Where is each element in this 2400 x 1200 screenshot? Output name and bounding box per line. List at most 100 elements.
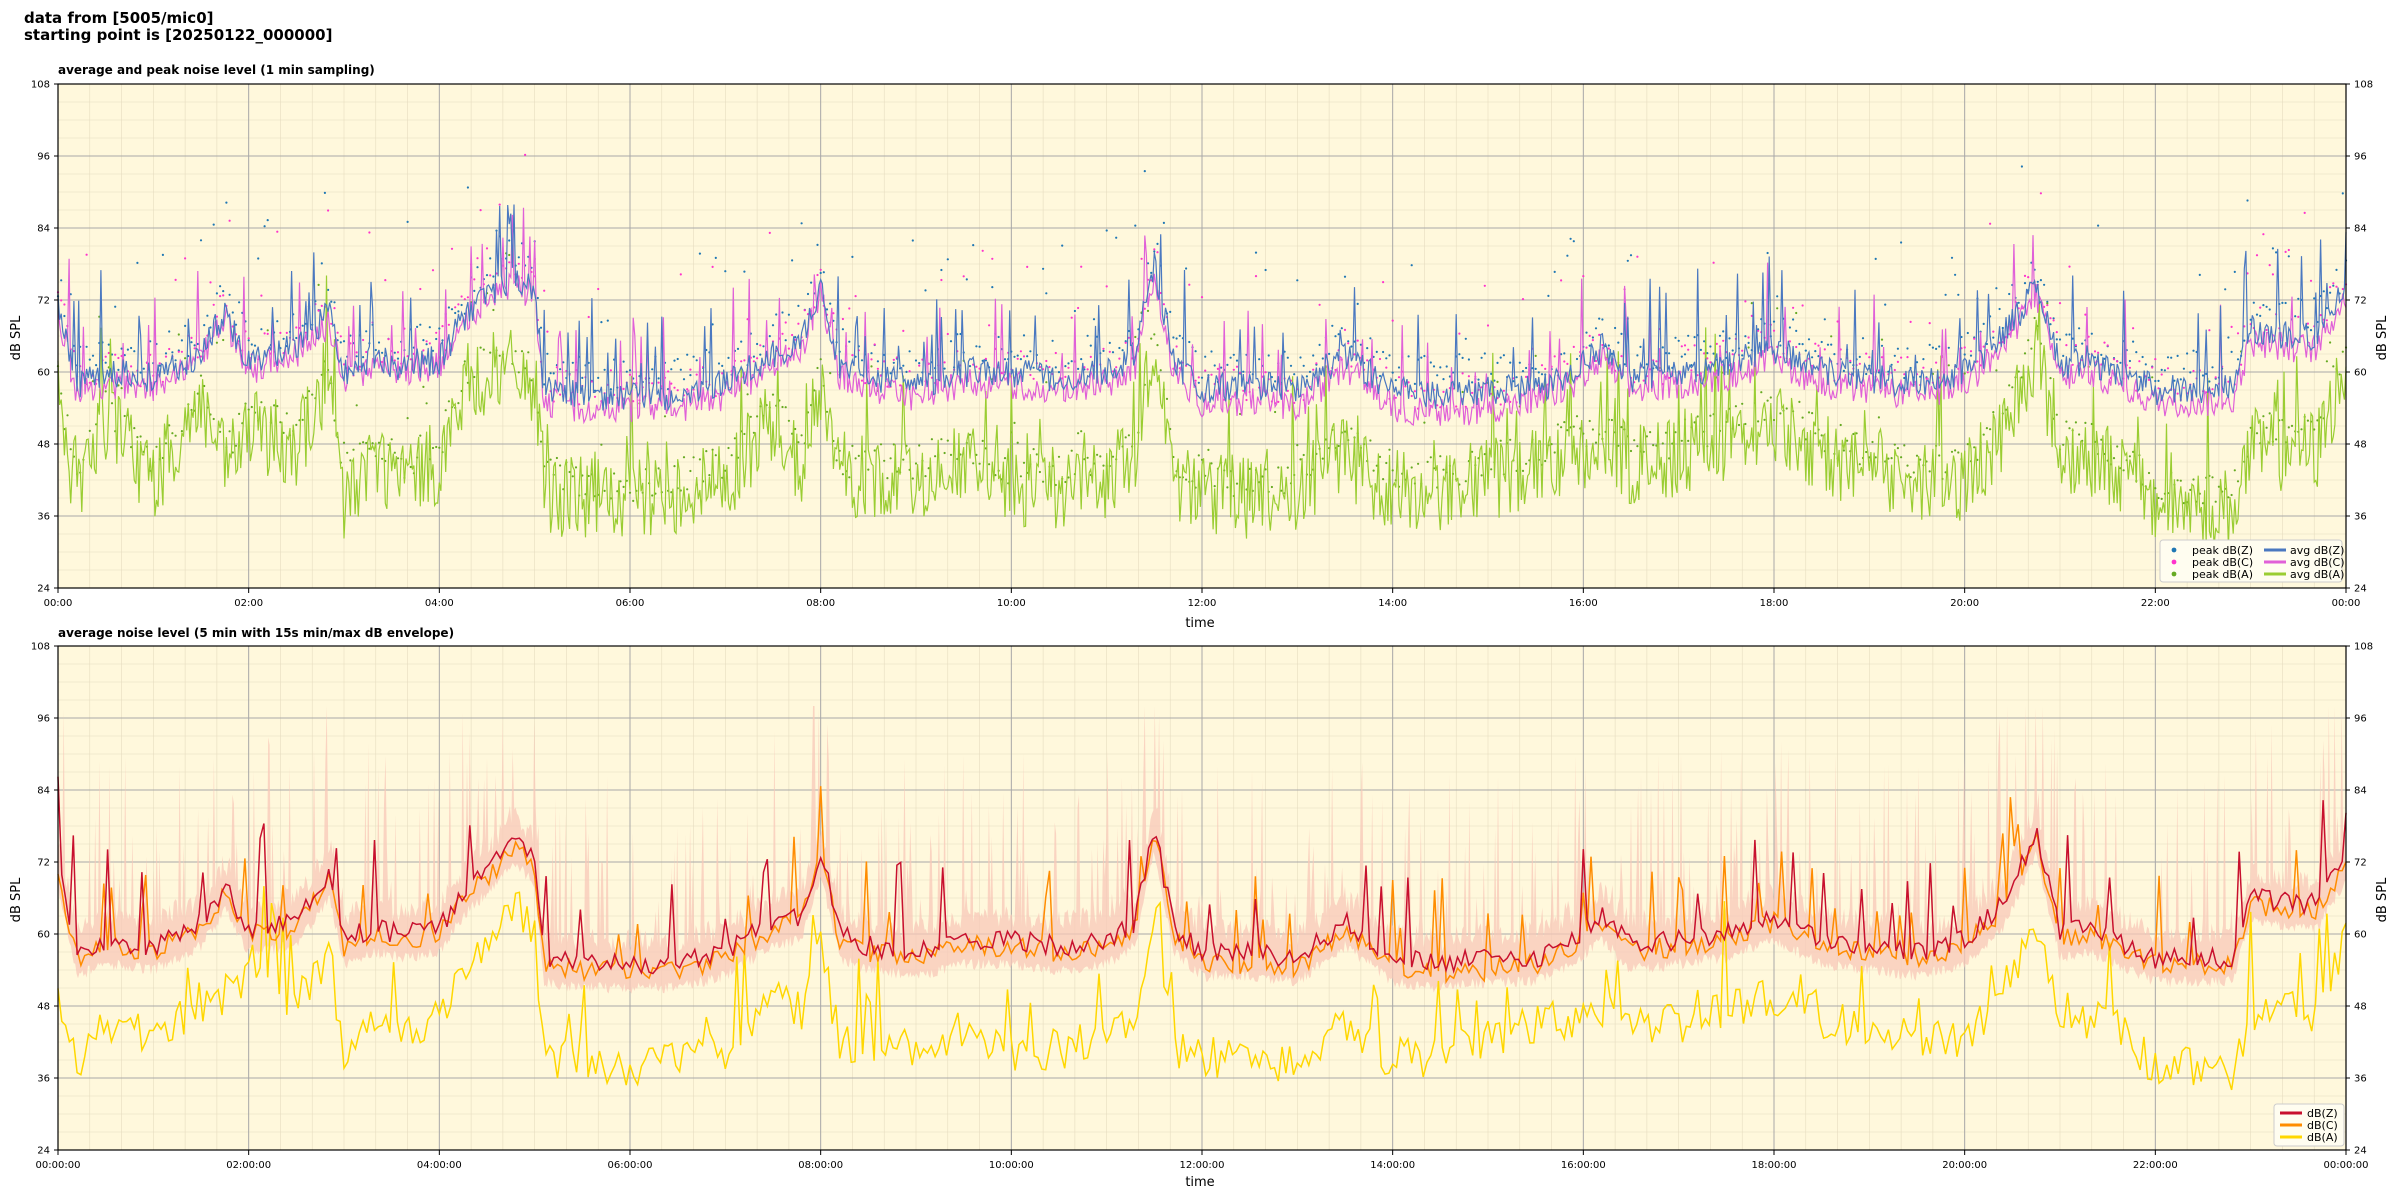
peak-point [1629, 254, 1633, 257]
peak-point [1077, 432, 1080, 435]
peak-point [714, 256, 717, 259]
peak-point [1471, 450, 1474, 453]
peak-point [1118, 346, 1121, 350]
y-tick-label: 96 [2354, 714, 2367, 725]
peak-point [492, 308, 495, 312]
peak-point [676, 389, 679, 392]
peak-point [263, 332, 266, 335]
peak-point [276, 320, 279, 323]
peak-point [2112, 358, 2116, 361]
peak-point [1944, 293, 1947, 296]
peak-point [1833, 353, 1836, 356]
peak-point [1353, 340, 1356, 343]
peak-point [2332, 282, 2335, 285]
peak-point [1385, 461, 1388, 465]
x-tick-label: 22:00 [2141, 598, 2170, 609]
peak-point [339, 335, 342, 338]
peak-point [1652, 444, 1655, 447]
source-line: data from [5005/mic0] [24, 9, 214, 27]
peak-point [2065, 420, 2068, 423]
peak-point [1680, 355, 1683, 358]
peak-point [260, 294, 263, 297]
peak-point [902, 364, 905, 367]
peak-point [2128, 359, 2131, 363]
peak-point [435, 331, 438, 334]
peak-point [590, 380, 594, 383]
peak-point [396, 457, 400, 460]
peak-point [1226, 363, 1229, 366]
peak-point [1919, 458, 1922, 461]
peak-point [2058, 338, 2062, 341]
peak-point [489, 257, 492, 260]
peak-point [1499, 356, 1502, 359]
y-axis-label-top-right: dB SPL [2375, 315, 2390, 360]
peak-point [1544, 367, 1547, 370]
peak-point [1175, 345, 1178, 348]
peak-point [476, 266, 479, 269]
peak-point [1795, 345, 1798, 349]
peak-point [1566, 254, 1569, 257]
peak-point [228, 430, 231, 433]
peak-point [1772, 418, 1776, 422]
peak-point [1820, 340, 1823, 344]
peak-point [1391, 469, 1394, 472]
peak-point [1127, 336, 1130, 339]
peak-point [1928, 470, 1931, 473]
peak-point [2319, 314, 2322, 317]
peak-point [1077, 367, 1080, 370]
peak-point [1369, 337, 1372, 340]
peak-point [1712, 352, 1715, 355]
peak-point [695, 373, 698, 376]
peak-point [1865, 372, 1868, 376]
peak-point [1439, 366, 1442, 369]
peak-point [848, 476, 851, 479]
peak-point [1785, 407, 1788, 410]
peak-point [1896, 447, 1899, 450]
peak-point [1134, 224, 1137, 227]
peak-point [1229, 356, 1232, 359]
peak-point [1893, 354, 1896, 357]
peak-point [892, 361, 895, 364]
peak-point [2198, 273, 2201, 276]
peak-point [1397, 366, 1401, 369]
peak-point [603, 489, 606, 492]
peak-point [1645, 363, 1648, 366]
peak-point [1966, 371, 1969, 374]
peak-point [304, 396, 307, 399]
peak-point [184, 257, 187, 260]
peak-point [209, 326, 212, 329]
peak-point [1884, 303, 1887, 306]
peak-point [1162, 221, 1165, 224]
peak-point [2058, 302, 2062, 305]
peak-point [1165, 397, 1169, 400]
peak-point [1731, 349, 1734, 352]
peak-point [1029, 373, 1032, 377]
peak-point [460, 295, 463, 298]
peak-point [559, 368, 562, 371]
peak-point [1709, 345, 1712, 348]
x-tick-label: 18:00 [1760, 598, 1789, 609]
peak-point [266, 219, 269, 222]
peak-point [1321, 457, 1324, 460]
peak-point [431, 446, 435, 450]
peak-point [552, 372, 555, 375]
peak-point [1102, 347, 1105, 350]
peak-point [2236, 358, 2240, 361]
peak-point [1016, 354, 1019, 357]
peak-point [549, 372, 552, 375]
peak-point [1102, 464, 1105, 467]
peak-point [352, 448, 355, 451]
peak-point [768, 335, 771, 338]
peak-point [1490, 372, 1493, 375]
peak-point [768, 231, 771, 234]
peak-point [1687, 348, 1690, 351]
peak-point [304, 331, 307, 334]
peak-point [1359, 343, 1362, 346]
peak-point [123, 414, 126, 418]
peak-point [682, 378, 686, 381]
y-tick-label: 48 [37, 1002, 50, 1013]
peak-point [2214, 376, 2217, 379]
peak-point [174, 359, 177, 362]
peak-point [829, 372, 832, 375]
peak-point [520, 350, 524, 353]
